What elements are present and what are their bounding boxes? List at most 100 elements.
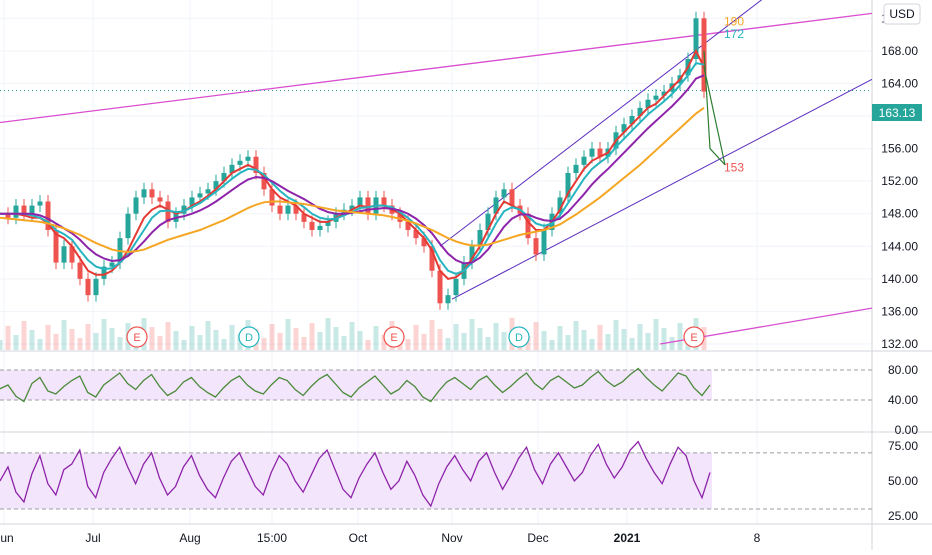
currency-button[interactable]: USD <box>883 3 921 25</box>
candle-body <box>621 124 627 133</box>
volume-bar <box>429 320 435 350</box>
last-price-label: 163.13 <box>879 106 916 120</box>
volume-bar <box>365 340 371 350</box>
gridlines <box>0 0 872 524</box>
x-tick-label: Oct <box>349 531 368 545</box>
dividend-marker <box>508 326 530 348</box>
volume-bar <box>29 330 35 350</box>
volume-bar <box>93 333 99 350</box>
volume-bar <box>645 333 651 350</box>
volume-bar <box>261 338 267 350</box>
candle-body <box>405 221 411 230</box>
volume-bar <box>605 334 611 350</box>
volume-bar <box>565 335 571 350</box>
candle-body <box>21 205 27 214</box>
candle-body <box>5 213 11 218</box>
volume-bar <box>421 334 427 350</box>
price-target-label: 153 <box>724 160 744 174</box>
volume-bar <box>349 322 355 350</box>
volume-bar <box>437 329 443 350</box>
candle-body <box>557 197 563 214</box>
volume-bar <box>677 323 683 350</box>
volume-bar <box>549 340 555 350</box>
candle-body <box>181 205 187 214</box>
candle-body <box>245 156 251 161</box>
volume-bar <box>157 336 163 350</box>
volume-bar <box>325 318 331 350</box>
price-tick-label: 156.00 <box>881 142 918 156</box>
volume-bar <box>173 331 179 350</box>
earnings-marker <box>126 326 148 348</box>
candle-body <box>477 230 483 247</box>
volume-bar <box>589 339 595 350</box>
volume-bar <box>61 320 67 350</box>
volume-bar <box>21 321 27 350</box>
volume-bar <box>573 321 579 350</box>
volume-bar <box>269 324 275 350</box>
price-target-label: 190 <box>724 15 744 29</box>
currency-label: USD <box>889 7 915 21</box>
volume-bar <box>341 336 347 350</box>
candle-body <box>381 197 387 206</box>
price-tick-label: 132.00 <box>881 337 918 351</box>
volume-bar <box>493 323 499 350</box>
volume-bar <box>669 337 675 350</box>
x-tick-label: 8 <box>754 531 761 545</box>
volume-bar <box>501 332 507 350</box>
oscillator-tick-label: 80.00 <box>888 363 918 377</box>
volume-bar <box>525 336 531 350</box>
candle-body <box>205 189 211 194</box>
candle-body <box>109 262 115 267</box>
volume-bar <box>661 328 667 350</box>
candle-body <box>661 91 667 96</box>
x-tick-label: Aug <box>179 531 200 545</box>
channel-lower <box>451 78 873 300</box>
x-tick-label: Nov <box>441 531 462 545</box>
candle-body <box>325 221 331 226</box>
volume-bar <box>653 319 659 350</box>
candle-body <box>269 189 275 206</box>
volume-bar <box>77 338 83 350</box>
candle-body <box>493 197 499 214</box>
candle-body <box>349 205 355 210</box>
candle-body <box>437 270 443 304</box>
candle-body <box>85 278 91 296</box>
candle-body <box>629 116 635 125</box>
volume-bar <box>101 319 107 350</box>
oscillator-tick-label: 40.00 <box>888 393 918 407</box>
price-tick-label: 136.00 <box>881 304 918 318</box>
oscillator-tick-label: 50.00 <box>888 474 918 488</box>
candle-body <box>13 205 19 218</box>
volume-bar <box>381 335 387 350</box>
candle-body <box>237 160 243 165</box>
candle-body <box>261 173 267 190</box>
moving-average-line <box>0 107 705 253</box>
volume-bar <box>277 333 283 350</box>
candle-body <box>453 278 459 296</box>
volume-bar <box>405 339 411 350</box>
candle-body <box>501 189 507 198</box>
candle-body <box>429 246 435 271</box>
event-marker-label: E <box>390 332 397 344</box>
candle-body <box>309 221 315 230</box>
oscillator-pane-1 <box>0 367 872 403</box>
axes: JunJulAug15:00OctNovDec20218172.00168.00… <box>0 11 918 545</box>
candle-body <box>189 197 195 206</box>
volume-bar <box>285 319 291 350</box>
candle-body <box>421 238 427 247</box>
volume-bar <box>637 324 643 350</box>
candle-body <box>581 156 587 165</box>
candle-body <box>413 230 419 239</box>
candle-body <box>45 201 51 230</box>
candle-body <box>141 189 147 198</box>
volume-bar <box>317 332 323 350</box>
volume-bar <box>613 320 619 350</box>
volume-bar <box>181 340 187 350</box>
candle-body <box>533 238 539 255</box>
volume-bar <box>149 327 155 350</box>
forecast-path <box>703 67 726 165</box>
candle-body <box>133 197 139 214</box>
candle-body <box>365 197 371 214</box>
